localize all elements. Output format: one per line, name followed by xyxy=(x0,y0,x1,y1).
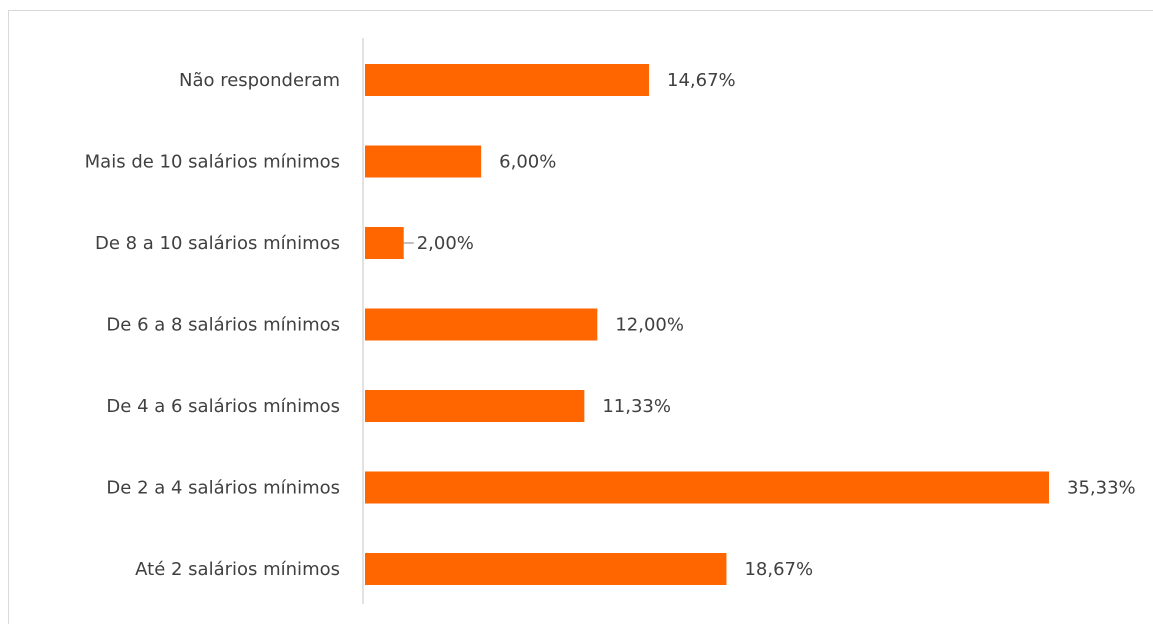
bar-3 xyxy=(365,227,404,259)
category-label: De 6 a 8 salários mínimos xyxy=(106,315,340,336)
category-label: Não responderam xyxy=(179,70,340,91)
bar-5 xyxy=(365,390,585,422)
data-label: 11,33% xyxy=(602,396,671,417)
category-label: De 4 a 6 salários mínimos xyxy=(106,396,340,417)
data-label: 2,00% xyxy=(417,233,474,254)
bars-layer xyxy=(365,64,1049,585)
bar-2 xyxy=(365,145,482,178)
category-label: Até 2 salários mínimos xyxy=(135,559,340,580)
bar-7 xyxy=(365,553,727,585)
category-label: De 2 a 4 salários mínimos xyxy=(106,478,340,499)
bar-1 xyxy=(365,64,650,96)
category-label: De 8 a 10 salários mínimos xyxy=(95,233,340,254)
data-label: 6,00% xyxy=(499,152,556,173)
data-label: 35,33% xyxy=(1067,478,1136,499)
bar-6 xyxy=(365,471,1049,504)
data-label: 18,67% xyxy=(744,559,813,580)
chart-frame xyxy=(8,10,1153,624)
labels-layer: Não responderam 14,67% Mais de 10 salários… xyxy=(85,70,1136,580)
category-label: Mais de 10 salários mínimos xyxy=(85,152,340,173)
bar-4 xyxy=(365,308,598,341)
data-label: 12,00% xyxy=(615,315,684,336)
data-label: 14,67% xyxy=(667,70,736,91)
